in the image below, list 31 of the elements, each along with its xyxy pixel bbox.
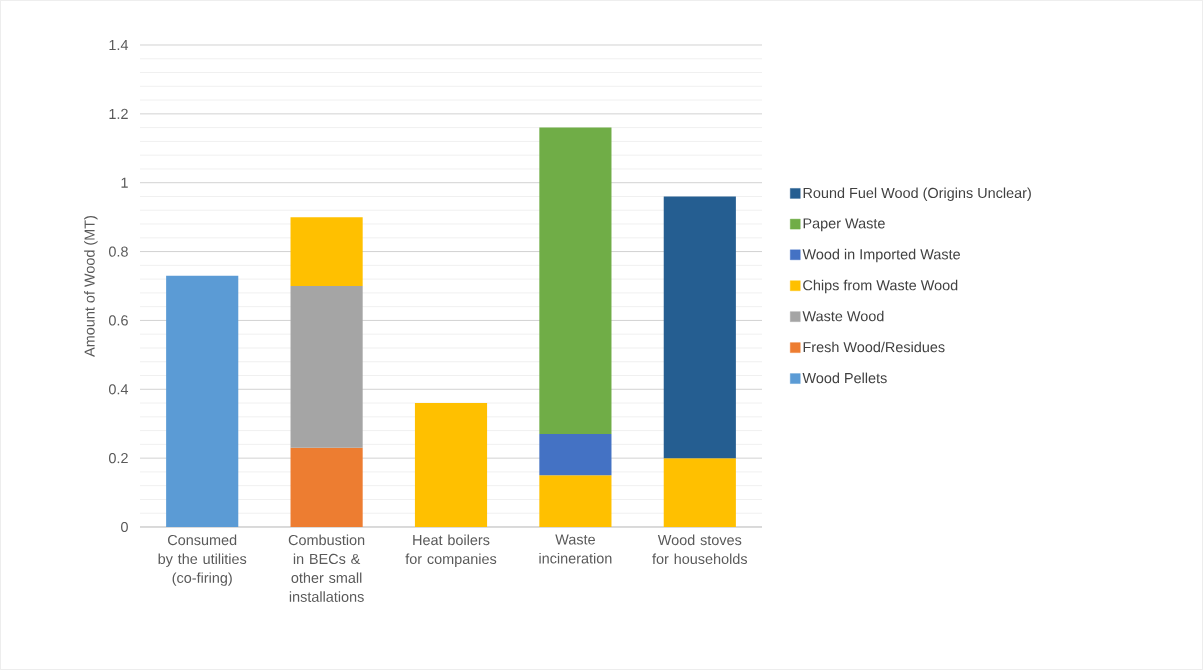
bar — [290, 447, 363, 527]
bar — [539, 475, 612, 527]
legend-label: Paper Waste — [803, 218, 885, 232]
y-tick-label: 0 — [121, 521, 128, 533]
y-tick-label: 0.4 — [108, 384, 129, 395]
bar — [166, 275, 239, 527]
legend-label: Wood in Imported Waste — [802, 248, 960, 263]
legend-label: Fresh Wood/Residues — [803, 341, 945, 353]
legend-label: Round Fuel Wood (Origins Unclear) — [803, 187, 1031, 201]
y-tick-label: 1 — [121, 177, 128, 188]
bar — [539, 434, 612, 476]
bar — [290, 217, 363, 286]
y-tick-label: 1.2 — [109, 108, 128, 119]
y-tick-label: 0.6 — [108, 315, 128, 326]
bar — [414, 403, 488, 527]
y-tick-label: 0.8 — [108, 246, 128, 257]
legend-label: Wood Pellets — [802, 372, 887, 384]
bar — [290, 286, 363, 448]
bar — [663, 196, 736, 459]
bar — [663, 458, 736, 527]
x-tick-label: Heat boilers for companies — [405, 534, 497, 567]
y-tick-label: 0.2 — [108, 453, 128, 464]
legend-label: Waste Wood — [802, 310, 884, 322]
x-tick-label: Wood stoves for households — [652, 534, 748, 565]
x-tick-label: Waste incineration — [539, 534, 612, 564]
bar — [539, 127, 612, 435]
y-tick-label: 1.4 — [109, 40, 129, 50]
legend-label: Chips from Waste Wood — [803, 279, 958, 294]
x-tick-label: Combustion in BECs & other small installations — [288, 534, 365, 602]
y-axis-title: Amount of Wood (MT) — [84, 215, 98, 357]
x-tick-label: Consumed by the utilities (co-firing) — [158, 534, 247, 586]
